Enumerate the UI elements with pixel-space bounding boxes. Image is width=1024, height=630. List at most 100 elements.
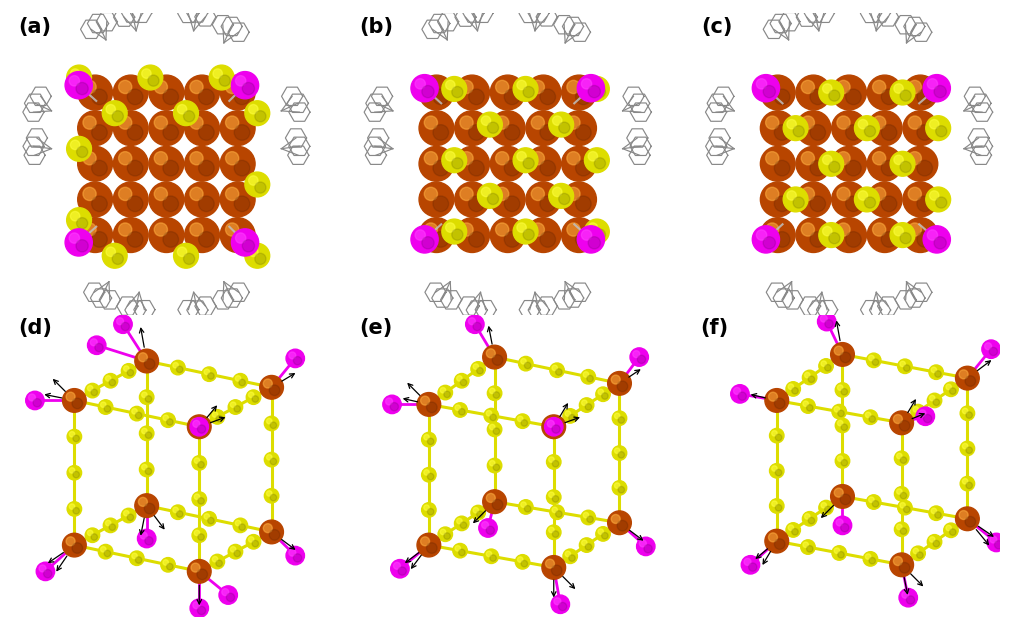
Circle shape (523, 229, 535, 240)
Circle shape (264, 452, 279, 467)
Circle shape (788, 384, 794, 389)
Circle shape (518, 357, 534, 371)
Circle shape (119, 116, 132, 129)
Circle shape (424, 81, 437, 93)
Circle shape (114, 111, 148, 146)
Circle shape (965, 517, 976, 527)
Circle shape (484, 549, 499, 563)
Circle shape (594, 229, 605, 240)
Circle shape (255, 111, 266, 122)
Circle shape (554, 598, 561, 605)
Circle shape (390, 403, 398, 411)
Circle shape (796, 146, 830, 181)
Circle shape (424, 505, 429, 510)
Circle shape (837, 152, 850, 165)
Circle shape (602, 532, 608, 539)
Circle shape (894, 155, 903, 164)
Circle shape (422, 467, 436, 482)
Circle shape (822, 84, 831, 93)
Circle shape (556, 511, 562, 517)
Circle shape (831, 546, 847, 560)
Circle shape (911, 404, 926, 419)
Circle shape (568, 555, 575, 561)
Circle shape (949, 529, 956, 535)
Circle shape (890, 151, 914, 176)
Circle shape (517, 152, 526, 161)
Circle shape (424, 187, 437, 200)
Circle shape (91, 89, 108, 105)
Circle shape (561, 75, 596, 110)
Circle shape (819, 80, 844, 105)
Circle shape (513, 148, 538, 173)
Circle shape (121, 323, 129, 331)
Circle shape (916, 407, 935, 425)
Circle shape (903, 218, 938, 253)
Circle shape (225, 187, 239, 200)
Circle shape (445, 152, 455, 161)
Circle shape (553, 187, 562, 197)
Circle shape (774, 539, 785, 549)
Circle shape (772, 430, 777, 436)
Circle shape (801, 399, 815, 413)
Circle shape (220, 146, 255, 181)
Circle shape (106, 247, 116, 256)
Circle shape (872, 223, 886, 236)
Circle shape (966, 412, 973, 418)
Circle shape (481, 116, 490, 125)
Circle shape (810, 232, 825, 247)
Circle shape (496, 187, 509, 200)
Circle shape (252, 541, 259, 547)
Circle shape (550, 363, 564, 377)
Circle shape (419, 146, 454, 181)
Circle shape (67, 65, 91, 90)
Circle shape (33, 399, 41, 407)
Circle shape (419, 182, 454, 217)
Circle shape (637, 355, 646, 364)
Circle shape (900, 503, 905, 508)
Circle shape (78, 75, 113, 110)
Circle shape (899, 588, 918, 607)
Circle shape (617, 381, 628, 392)
Circle shape (766, 223, 779, 236)
Circle shape (858, 120, 867, 129)
Circle shape (546, 559, 554, 568)
Circle shape (775, 505, 781, 511)
Circle shape (135, 412, 142, 419)
Circle shape (62, 389, 86, 412)
Circle shape (805, 513, 810, 519)
Circle shape (452, 86, 463, 98)
Circle shape (935, 370, 941, 377)
Circle shape (150, 182, 183, 217)
Circle shape (386, 398, 392, 405)
Circle shape (810, 125, 825, 140)
Circle shape (193, 492, 207, 507)
Circle shape (928, 535, 942, 549)
Circle shape (903, 365, 910, 371)
Circle shape (442, 77, 467, 101)
Circle shape (383, 395, 401, 414)
Circle shape (199, 89, 214, 105)
Circle shape (471, 362, 485, 376)
Circle shape (540, 196, 556, 212)
Circle shape (127, 514, 134, 520)
Circle shape (139, 462, 154, 477)
Circle shape (900, 232, 911, 244)
Circle shape (184, 75, 219, 110)
Circle shape (469, 89, 484, 105)
Circle shape (105, 375, 111, 381)
Circle shape (83, 116, 96, 129)
Circle shape (236, 76, 246, 86)
Circle shape (930, 396, 935, 401)
Circle shape (415, 79, 425, 89)
Circle shape (234, 232, 250, 247)
Circle shape (68, 501, 82, 516)
Circle shape (738, 392, 746, 400)
Circle shape (486, 349, 496, 358)
Circle shape (934, 237, 946, 249)
Circle shape (216, 560, 222, 566)
Circle shape (585, 544, 592, 550)
Circle shape (585, 148, 609, 173)
Circle shape (961, 406, 975, 420)
Circle shape (822, 226, 831, 236)
Circle shape (768, 533, 777, 542)
